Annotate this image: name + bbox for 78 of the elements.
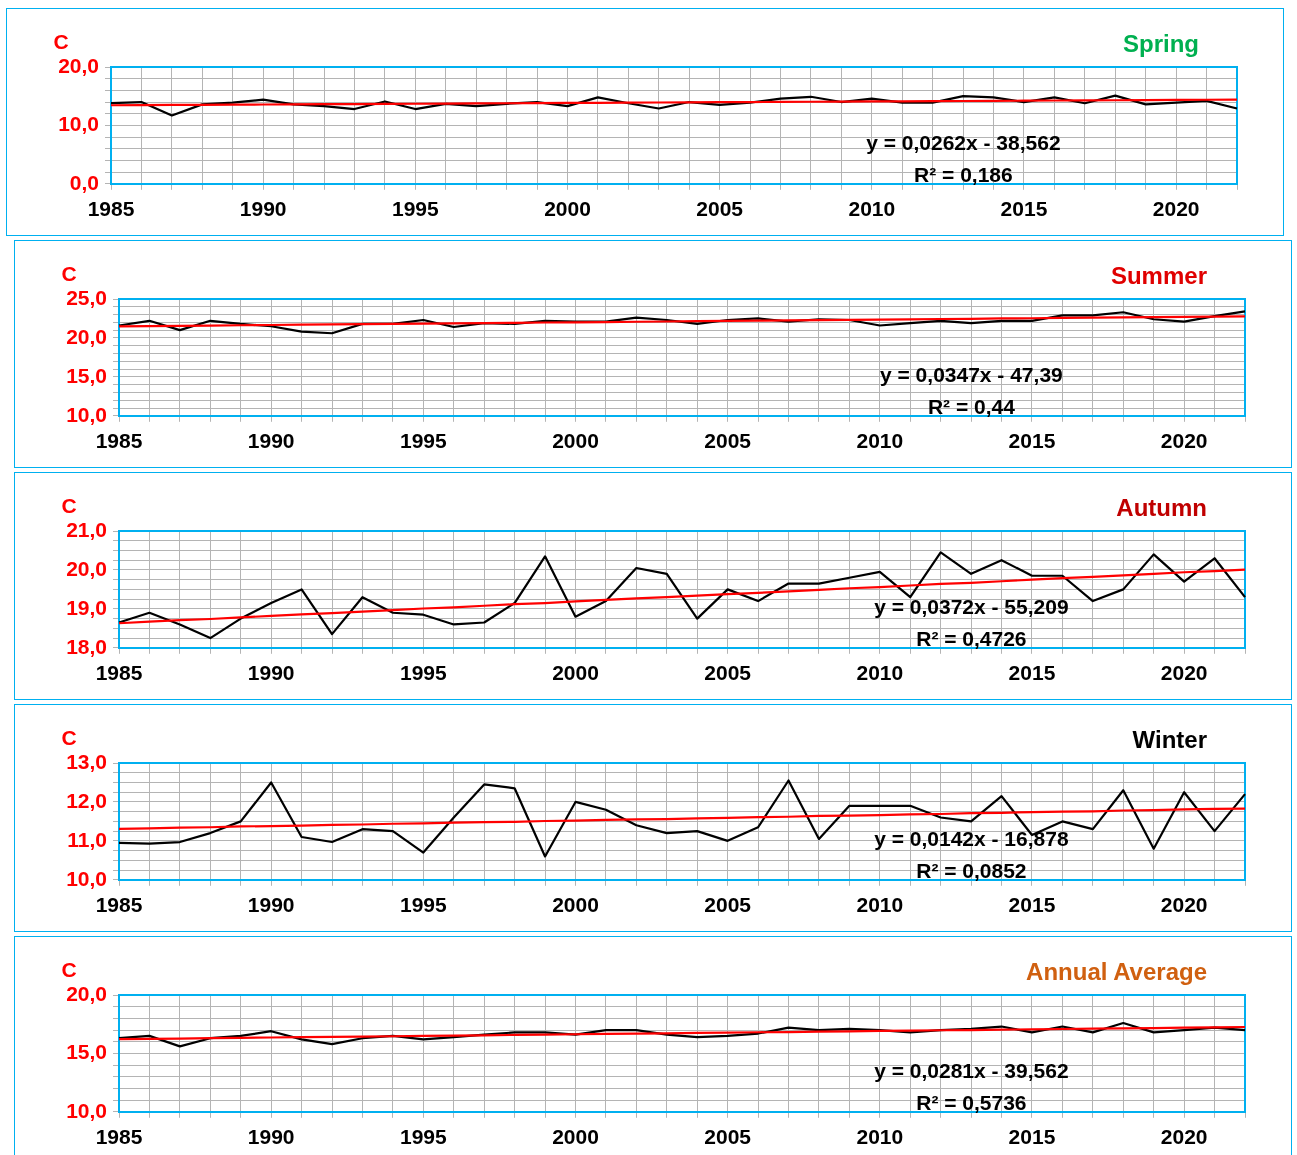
chart-title: Spring [1123,30,1199,57]
annotation: R² = 0,44 [927,394,1016,418]
annotation: y = 0,0262x - 38,562 [866,130,1061,154]
annotation: y = 0,0142x - 16,878 [874,826,1069,850]
y-tick-label: 21,0 [66,517,107,541]
x-tick-label: 2015 [1008,429,1056,453]
y-axis-title: C [61,494,77,517]
annotation: R² = 0,0852 [916,858,1027,882]
y-tick-label: 10,0 [66,402,107,426]
annotation: y = 0,0347x - 47,39 [880,362,1063,386]
x-tick-label: 2020 [1160,1125,1208,1149]
y-tick-label: 12,0 [66,788,107,812]
y-tick-label: 10,0 [66,1098,107,1122]
x-tick-label: 2020 [1160,661,1208,685]
y-tick-label: 13,0 [66,749,107,773]
y-tick-label: 15,0 [66,1040,107,1064]
x-tick-label: 1985 [95,661,143,685]
x-tick-label: 2020 [1152,197,1200,221]
y-tick-label: 10,0 [66,866,107,890]
y-tick-label: 15,0 [66,363,107,387]
y-tick-label: 20,0 [58,53,99,77]
x-tick-label: 1985 [87,197,135,221]
x-tick-label: 2010 [856,429,904,453]
x-tick-label: 2010 [848,197,896,221]
x-tick-label: 2000 [552,661,599,685]
x-tick-label: 2015 [1008,893,1056,917]
x-tick-label: 2005 [696,197,744,221]
x-tick-label: 1995 [399,661,447,685]
chart-title: Summer [1110,262,1207,289]
x-tick-label: 2000 [552,1125,599,1149]
x-tick-label: 2005 [704,1125,752,1149]
y-axis-title: C [61,958,77,981]
x-tick-label: 2010 [856,661,904,685]
y-tick-label: 20,0 [66,324,107,348]
x-tick-label: 2005 [704,661,752,685]
annotation: R² = 0,186 [914,162,1013,186]
chart-title: Winter [1132,726,1207,753]
y-axis-title: C [61,726,77,749]
y-axis-title: C [53,30,69,53]
y-axis-title: C [61,262,77,285]
x-tick-label: 2000 [544,197,591,221]
x-tick-label: 2000 [552,429,599,453]
chart-title: Autumn [1116,494,1207,521]
x-tick-label: 1985 [95,429,143,453]
y-tick-label: 20,0 [66,981,107,1005]
y-tick-label: 0,0 [69,170,99,194]
x-tick-label: 1995 [399,1125,447,1149]
annotation: R² = 0,4726 [916,626,1027,650]
x-tick-label: 2015 [1008,661,1056,685]
x-tick-label: 2020 [1160,429,1208,453]
x-tick-label: 1990 [239,197,287,221]
annotation: y = 0,0372x - 55,209 [874,594,1069,618]
x-tick-label: 1995 [391,197,439,221]
x-tick-label: 2000 [552,893,599,917]
x-tick-label: 2015 [1000,197,1048,221]
y-tick-label: 19,0 [66,595,107,619]
x-tick-label: 1990 [247,661,295,685]
x-tick-label: 1985 [95,893,143,917]
y-tick-label: 11,0 [67,827,107,851]
x-tick-label: 1985 [95,1125,143,1149]
x-tick-label: 2010 [856,1125,904,1149]
x-tick-label: 1990 [247,429,295,453]
x-tick-label: 2005 [704,429,752,453]
x-tick-label: 2010 [856,893,904,917]
x-tick-label: 2005 [704,893,752,917]
x-tick-label: 2020 [1160,893,1208,917]
x-tick-label: 1995 [399,893,447,917]
annotation: y = 0,0281x - 39,562 [874,1058,1069,1082]
annotation: R² = 0,5736 [916,1090,1027,1114]
y-tick-label: 25,0 [66,285,107,309]
x-tick-label: 1990 [247,893,295,917]
chart-title: Annual Average [1026,958,1207,985]
x-tick-label: 2015 [1008,1125,1056,1149]
x-tick-label: 1995 [399,429,447,453]
y-tick-label: 10,0 [58,112,99,136]
x-tick-label: 1990 [247,1125,295,1149]
y-tick-label: 18,0 [66,634,107,658]
y-tick-label: 20,0 [66,556,107,580]
